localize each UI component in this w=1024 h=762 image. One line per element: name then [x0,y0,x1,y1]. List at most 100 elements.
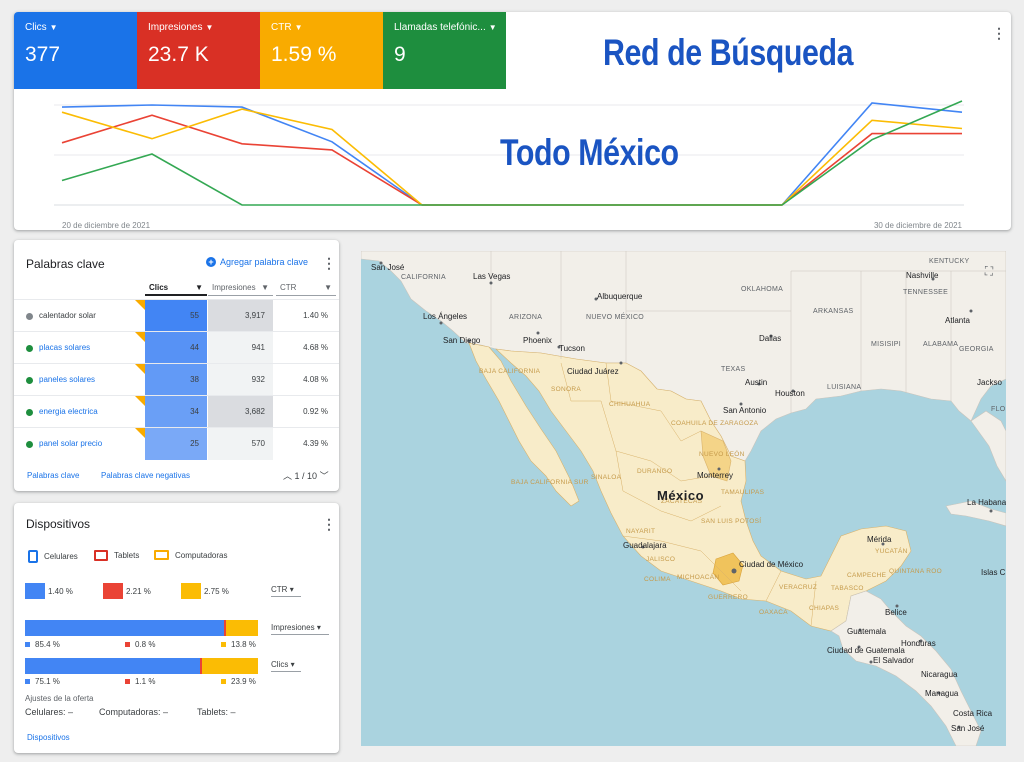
cell-ctr: 4.39 % [303,439,328,448]
map[interactable]: CALIFORNIA ARIZONA NUEVO MÉXICO OKLAHOMA… [361,251,1006,746]
dropdown-label: Impresiones [271,623,315,632]
table-row[interactable]: placas solares 44 941 4.68 % [14,331,339,364]
label-zacatecas: ZACATECAS [661,498,703,505]
caret-down-icon: ▼ [205,23,214,32]
keyword-label: panel solar precio [39,439,103,448]
label-oaxaca: OAXACA [759,609,788,616]
add-keyword-label: Agregar palabra clave [220,257,309,267]
ajuste-tablets: Tablets: – [197,707,236,717]
ajustes-title: Ajustes de la oferta [25,694,94,703]
table-row[interactable]: paneles solares 38 932 4.08 % [14,363,339,396]
city-tucson: Tucson [559,344,585,353]
legend-computadoras: Computadoras [154,550,227,560]
label-georgia: GEORGIA [959,346,994,353]
legend-label: Computadoras [175,550,228,560]
impresiones-dropdown[interactable]: Impresiones ▾ [271,623,329,635]
add-keyword-button[interactable]: + Agregar palabra clave [206,257,308,267]
keywords-more-icon[interactable]: ⋮ [322,255,336,271]
metric-value: 377 [25,43,61,66]
city-guatemala: Guatemala [847,627,887,636]
metric-ctr[interactable]: CTR ▼ 1.59 % [260,12,383,89]
ctr-dropdown[interactable]: CTR ▾ [271,585,301,597]
city-merida: Mérida [867,535,892,544]
legend-tablets: Tablets [94,550,139,561]
devices-more-icon[interactable]: ⋮ [322,516,336,532]
swatch [25,642,30,647]
more-options-icon[interactable]: ⋮ [992,25,1006,41]
cdmx-region [712,552,744,586]
keyword-label: energia electrica [39,407,98,416]
chevron-up-icon[interactable]: ︿ [283,471,293,481]
cuba-landmass [945,500,1006,527]
cell-clics: 25 [145,428,207,460]
city-nicaragua: Nicaragua [921,670,958,679]
ctr-computadoras-value: 2.75 % [204,587,229,596]
keywords-title: Palabras clave [26,257,105,271]
city-managua: Managua [925,689,959,698]
city-ciudad-de-guatemala: Ciudad de Guatemala [827,646,905,655]
keyword-name[interactable]: placas solares [26,332,90,364]
col-impresiones-label: Impresiones [212,283,256,292]
label-arizona: ARIZONA [509,314,542,321]
keyword-name[interactable]: paneles solares [26,364,95,396]
pct-label: 75.1 % [35,677,60,686]
keyword-name[interactable]: calentador solar [26,300,96,332]
devices-card: Dispositivos ⋮ Celulares Tablets Computa… [14,503,339,753]
table-row[interactable]: energia electrica 34 3,682 0.92 % [14,395,339,428]
florida-landmass [970,410,1006,482]
x-tick-start: 20 de diciembre de 2021 [62,221,151,230]
metric-clics[interactable]: Clics ▼ 377 [14,12,137,89]
metric-label: Llamadas telefónic... [394,22,486,33]
col-clics-label: Clics [149,283,169,292]
chevron-down-icon[interactable]: ﹀ [319,471,329,481]
status-dot-icon [26,344,33,352]
cell-impresiones: 3,917 [208,300,273,332]
col-header-impresiones[interactable]: Impresiones ▼ [208,280,273,296]
city-guadalajara: Guadalajara [623,541,667,550]
clics-tablets-pct: 1.1 % [125,677,155,686]
city-el-salvador: El Salvador [873,656,914,665]
keywords-link[interactable]: Palabras clave [27,471,80,480]
table-row[interactable]: panel solar precio 25 570 4.39 % [14,427,339,460]
cell-clics: 34 [145,396,207,428]
nuevo-leon-region [700,430,732,482]
keywords-card: Palabras clave + Agregar palabra clave ⋮ … [14,240,339,491]
label-durango: DURANGO [637,468,672,475]
cell-impresiones: 932 [208,364,273,396]
label-misisipi: MISISIPI [871,341,901,348]
keyword-name[interactable]: panel solar precio [26,428,102,460]
city-ciudad-de-mexico: Ciudad de México [739,560,804,569]
keyword-name[interactable]: energia electrica [26,396,98,428]
col-header-ctr[interactable]: CTR ▼ [276,280,336,296]
city-dallas: Dallas [759,334,781,343]
ctr-celulares-value: 1.40 % [48,587,73,596]
cell-ctr: 0.92 % [303,407,328,416]
table-row[interactable]: calentador solar 55 3,917 1.40 % [14,299,339,332]
warning-flag-icon [135,364,145,374]
label-baja-california-sur: BAJA CALIFORNIA SUR [511,479,589,486]
stack-segment [25,658,200,674]
label-guerrero: GUERRERO [708,594,748,601]
warning-flag-icon [135,300,145,310]
devices-link[interactable]: Dispositivos [27,733,70,742]
col-header-clics[interactable]: Clics ▼ [145,280,207,296]
ajuste-celulares: Celulares: – [25,707,74,717]
fullscreen-icon[interactable]: ⛶ [984,264,994,278]
negative-keywords-link[interactable]: Palabras clave negativas [101,471,190,480]
city-islas-caiman: Islas C [981,568,1006,577]
city-costa-rica: Costa Rica [953,709,993,718]
series-line-3 [61,100,963,206]
metric-impresiones[interactable]: Impresiones ▼ 23.7 K [137,12,260,89]
cell-impresiones: 3,682 [208,396,273,428]
city-albuquerque: Albuquerque [597,292,643,301]
city-belice: Belice [885,608,907,617]
metric-llamadas[interactable]: Llamadas telefónic... ▼ 9 [383,12,506,89]
city-honduras: Honduras [901,639,936,648]
sort-icon: ▼ [195,283,203,292]
performance-card: Clics ▼ 377 Impresiones ▼ 23.7 K CTR ▼ 1.59… [14,12,1011,230]
metric-label: Impresiones [148,22,203,33]
clics-dropdown[interactable]: Clics ▾ [271,660,301,672]
caret-down-icon: ▼ [49,23,58,32]
central-america-landmass [830,590,982,746]
caret-down-icon: ▼ [294,23,303,32]
